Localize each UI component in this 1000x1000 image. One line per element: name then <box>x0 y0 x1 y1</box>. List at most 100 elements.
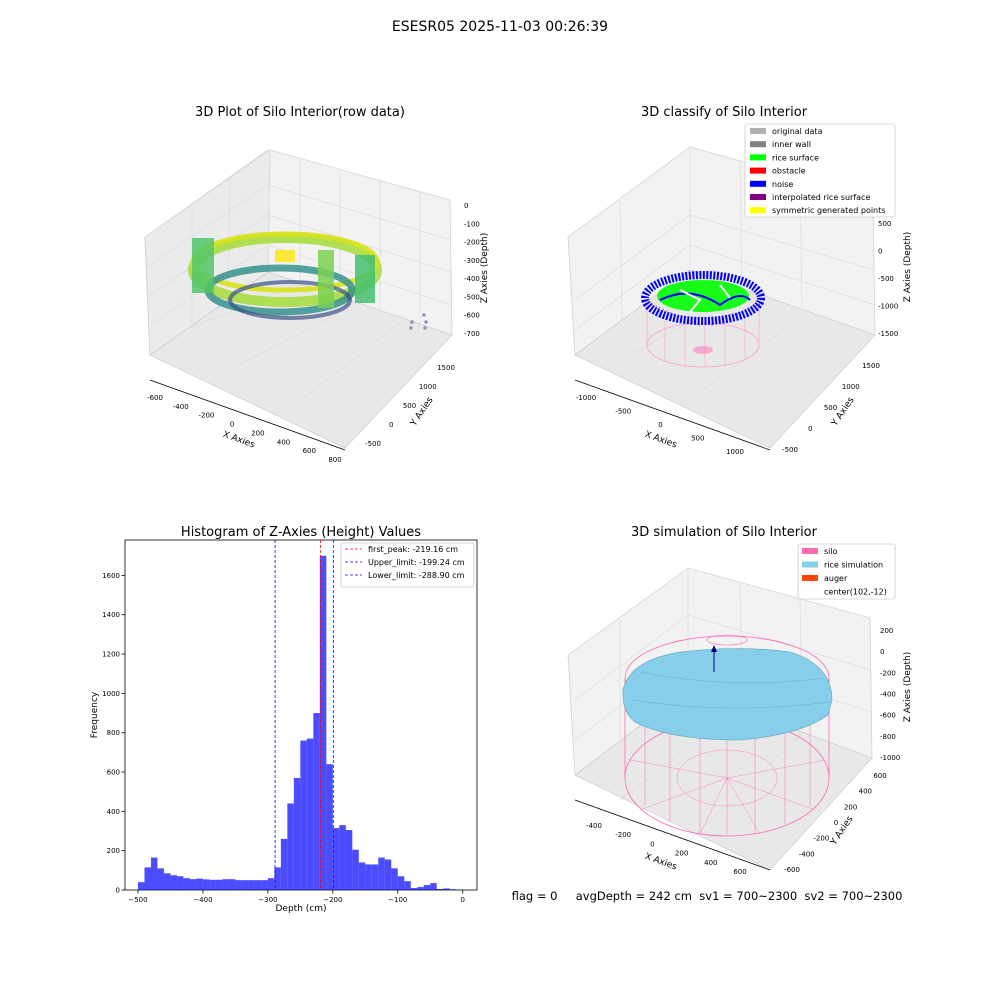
z-tick-label: -200 <box>464 239 480 247</box>
y-tick-label: 1000 <box>102 690 120 698</box>
histogram-bar <box>196 878 203 890</box>
z-tick-label: -500 <box>464 293 480 301</box>
histogram-bar <box>254 880 262 890</box>
y-tick-label: 200 <box>107 847 120 855</box>
y-axis-label: Y Axies <box>830 395 857 429</box>
legend-label: original data <box>772 127 823 136</box>
y-tick-label: 1000 <box>842 383 860 391</box>
z-axis-ticks: 0 -100 -200 -300 -400 -500 -600 -700 <box>464 202 480 338</box>
z-tick-label: -400 <box>464 275 480 283</box>
figure-title: ESESR05 2025-11-03 00:26:39 <box>392 19 608 35</box>
histogram-bar <box>215 879 223 890</box>
legend-label: auger <box>824 574 848 583</box>
legend-label: first_peak: -219.16 cm <box>368 545 458 554</box>
y-tick-label: 0 <box>116 887 120 895</box>
rice-simulation-surface <box>622 648 833 741</box>
histogram-bar <box>319 555 327 890</box>
x-tick-label: 600 <box>303 447 316 455</box>
histogram-bar <box>137 882 145 890</box>
y-tick-label: -400 <box>799 850 815 858</box>
histogram-bar <box>345 830 353 890</box>
legend: silo rice simulation auger center(102,-12) <box>797 543 896 600</box>
x-axis-ticks: −500 −400 −300 −200 −100 0 <box>128 890 465 904</box>
z-tick-label: -300 <box>464 257 480 265</box>
histogram-bar <box>430 883 437 890</box>
histogram-bar <box>313 713 320 890</box>
y-tick-label: 1500 <box>437 364 455 372</box>
y-axis-ticks: 0 200 400 600 800 1000 1200 1400 1600 <box>102 572 125 895</box>
z-tick-label: -600 <box>464 312 480 320</box>
histogram-bar <box>222 879 229 890</box>
x-tick-label: -200 <box>198 412 214 420</box>
histogram-bar <box>443 888 450 890</box>
z-tick-label: 0 <box>464 202 468 210</box>
y-tick-label: 400 <box>859 788 872 796</box>
raw-point-cloud <box>188 231 382 320</box>
legend: first_peak: -219.16 cm Upper_limit: -199.… <box>340 542 475 588</box>
histogram-bar <box>352 849 359 890</box>
legend-label: silo <box>824 547 838 556</box>
legend-swatch <box>750 207 766 214</box>
histogram-bar <box>163 873 171 890</box>
x-tick-label: −500 <box>128 896 147 904</box>
histogram-bar <box>157 868 164 890</box>
histogram-bar <box>339 825 346 890</box>
legend-label: inner wall <box>772 140 811 149</box>
x-tick-label: 0 <box>658 421 662 429</box>
panel-simulation-title: 3D simulation of Silo Interior <box>631 525 818 540</box>
x-tick-label: 400 <box>704 859 717 867</box>
histogram-bar <box>209 879 216 890</box>
x-axis-line <box>574 799 771 871</box>
z-tick-label: 500 <box>878 220 891 228</box>
x-tick-label: 0 <box>230 421 234 429</box>
legend-swatch <box>802 548 818 554</box>
histogram-bar <box>404 881 411 890</box>
panel-raw-data: 3D Plot of Silo Interior(row data) <box>144 105 490 464</box>
histogram-bar <box>202 879 210 890</box>
histogram-bar <box>267 878 275 890</box>
z-axis-label: Z Axies (Depth) <box>480 233 490 304</box>
y-tick-label: -500 <box>782 446 798 454</box>
x-tick-label: -200 <box>615 831 631 839</box>
y-tick-label: 1500 <box>862 362 880 370</box>
legend-label: Lower_limit: -288.90 cm <box>368 571 465 580</box>
z-tick-label: -200 <box>880 669 896 677</box>
histogram-bar <box>189 879 197 890</box>
histogram-bar <box>417 887 424 890</box>
panel-classify: 3D classify of Silo Interior <box>567 105 913 456</box>
x-tick-label: -500 <box>615 408 631 416</box>
x-axis-ticks: -1000 -500 0 500 1000 <box>576 394 744 456</box>
x-tick-label: 0 <box>650 840 654 848</box>
x-tick-label: 0 <box>460 896 464 904</box>
x-axis-label: X Axies <box>643 430 678 451</box>
x-tick-label: −300 <box>258 896 277 904</box>
x-axis-ticks: -600 -400 -200 0 200 400 600 800 <box>147 394 342 464</box>
y-tick-label: 600 <box>107 769 120 777</box>
status-line: flag = 0 avgDepth = 242 cm sv1 = 700~230… <box>512 889 903 903</box>
panel-histogram: Histogram of Z-Axies (Height) Values −50… <box>90 525 478 914</box>
z-tick-label: -600 <box>880 712 896 720</box>
x-tick-label: -400 <box>586 822 602 830</box>
legend-swatch <box>802 561 818 568</box>
legend-swatch <box>802 575 818 581</box>
y-tick-label: -600 <box>784 866 800 874</box>
legend: original data inner wall rice surface obsta… <box>744 123 896 218</box>
z-tick-label: -700 <box>464 330 480 338</box>
legend-label: Upper_limit: -199.24 cm <box>368 558 465 567</box>
histogram-bar <box>170 875 177 890</box>
histogram-bar <box>228 879 236 890</box>
histogram-bar <box>423 885 431 890</box>
y-tick-label: 1600 <box>102 572 120 580</box>
x-tick-label: -400 <box>173 403 189 411</box>
reference-lines <box>274 540 334 890</box>
x-axis-label: Depth (cm) <box>275 904 326 914</box>
y-tick-label: 0 <box>389 421 393 429</box>
y-tick-label: 1000 <box>419 383 437 391</box>
z-tick-label: -1000 <box>880 754 900 762</box>
raw-outlier-points <box>409 313 428 330</box>
legend-swatch <box>750 194 766 200</box>
y-tick-label: 0 <box>834 819 838 827</box>
x-axis-ticks: -400 -200 0 200 400 600 <box>586 822 747 876</box>
x-tick-label: −400 <box>193 896 212 904</box>
y-axis-ticks: -500 0 500 1000 1500 <box>365 364 455 448</box>
